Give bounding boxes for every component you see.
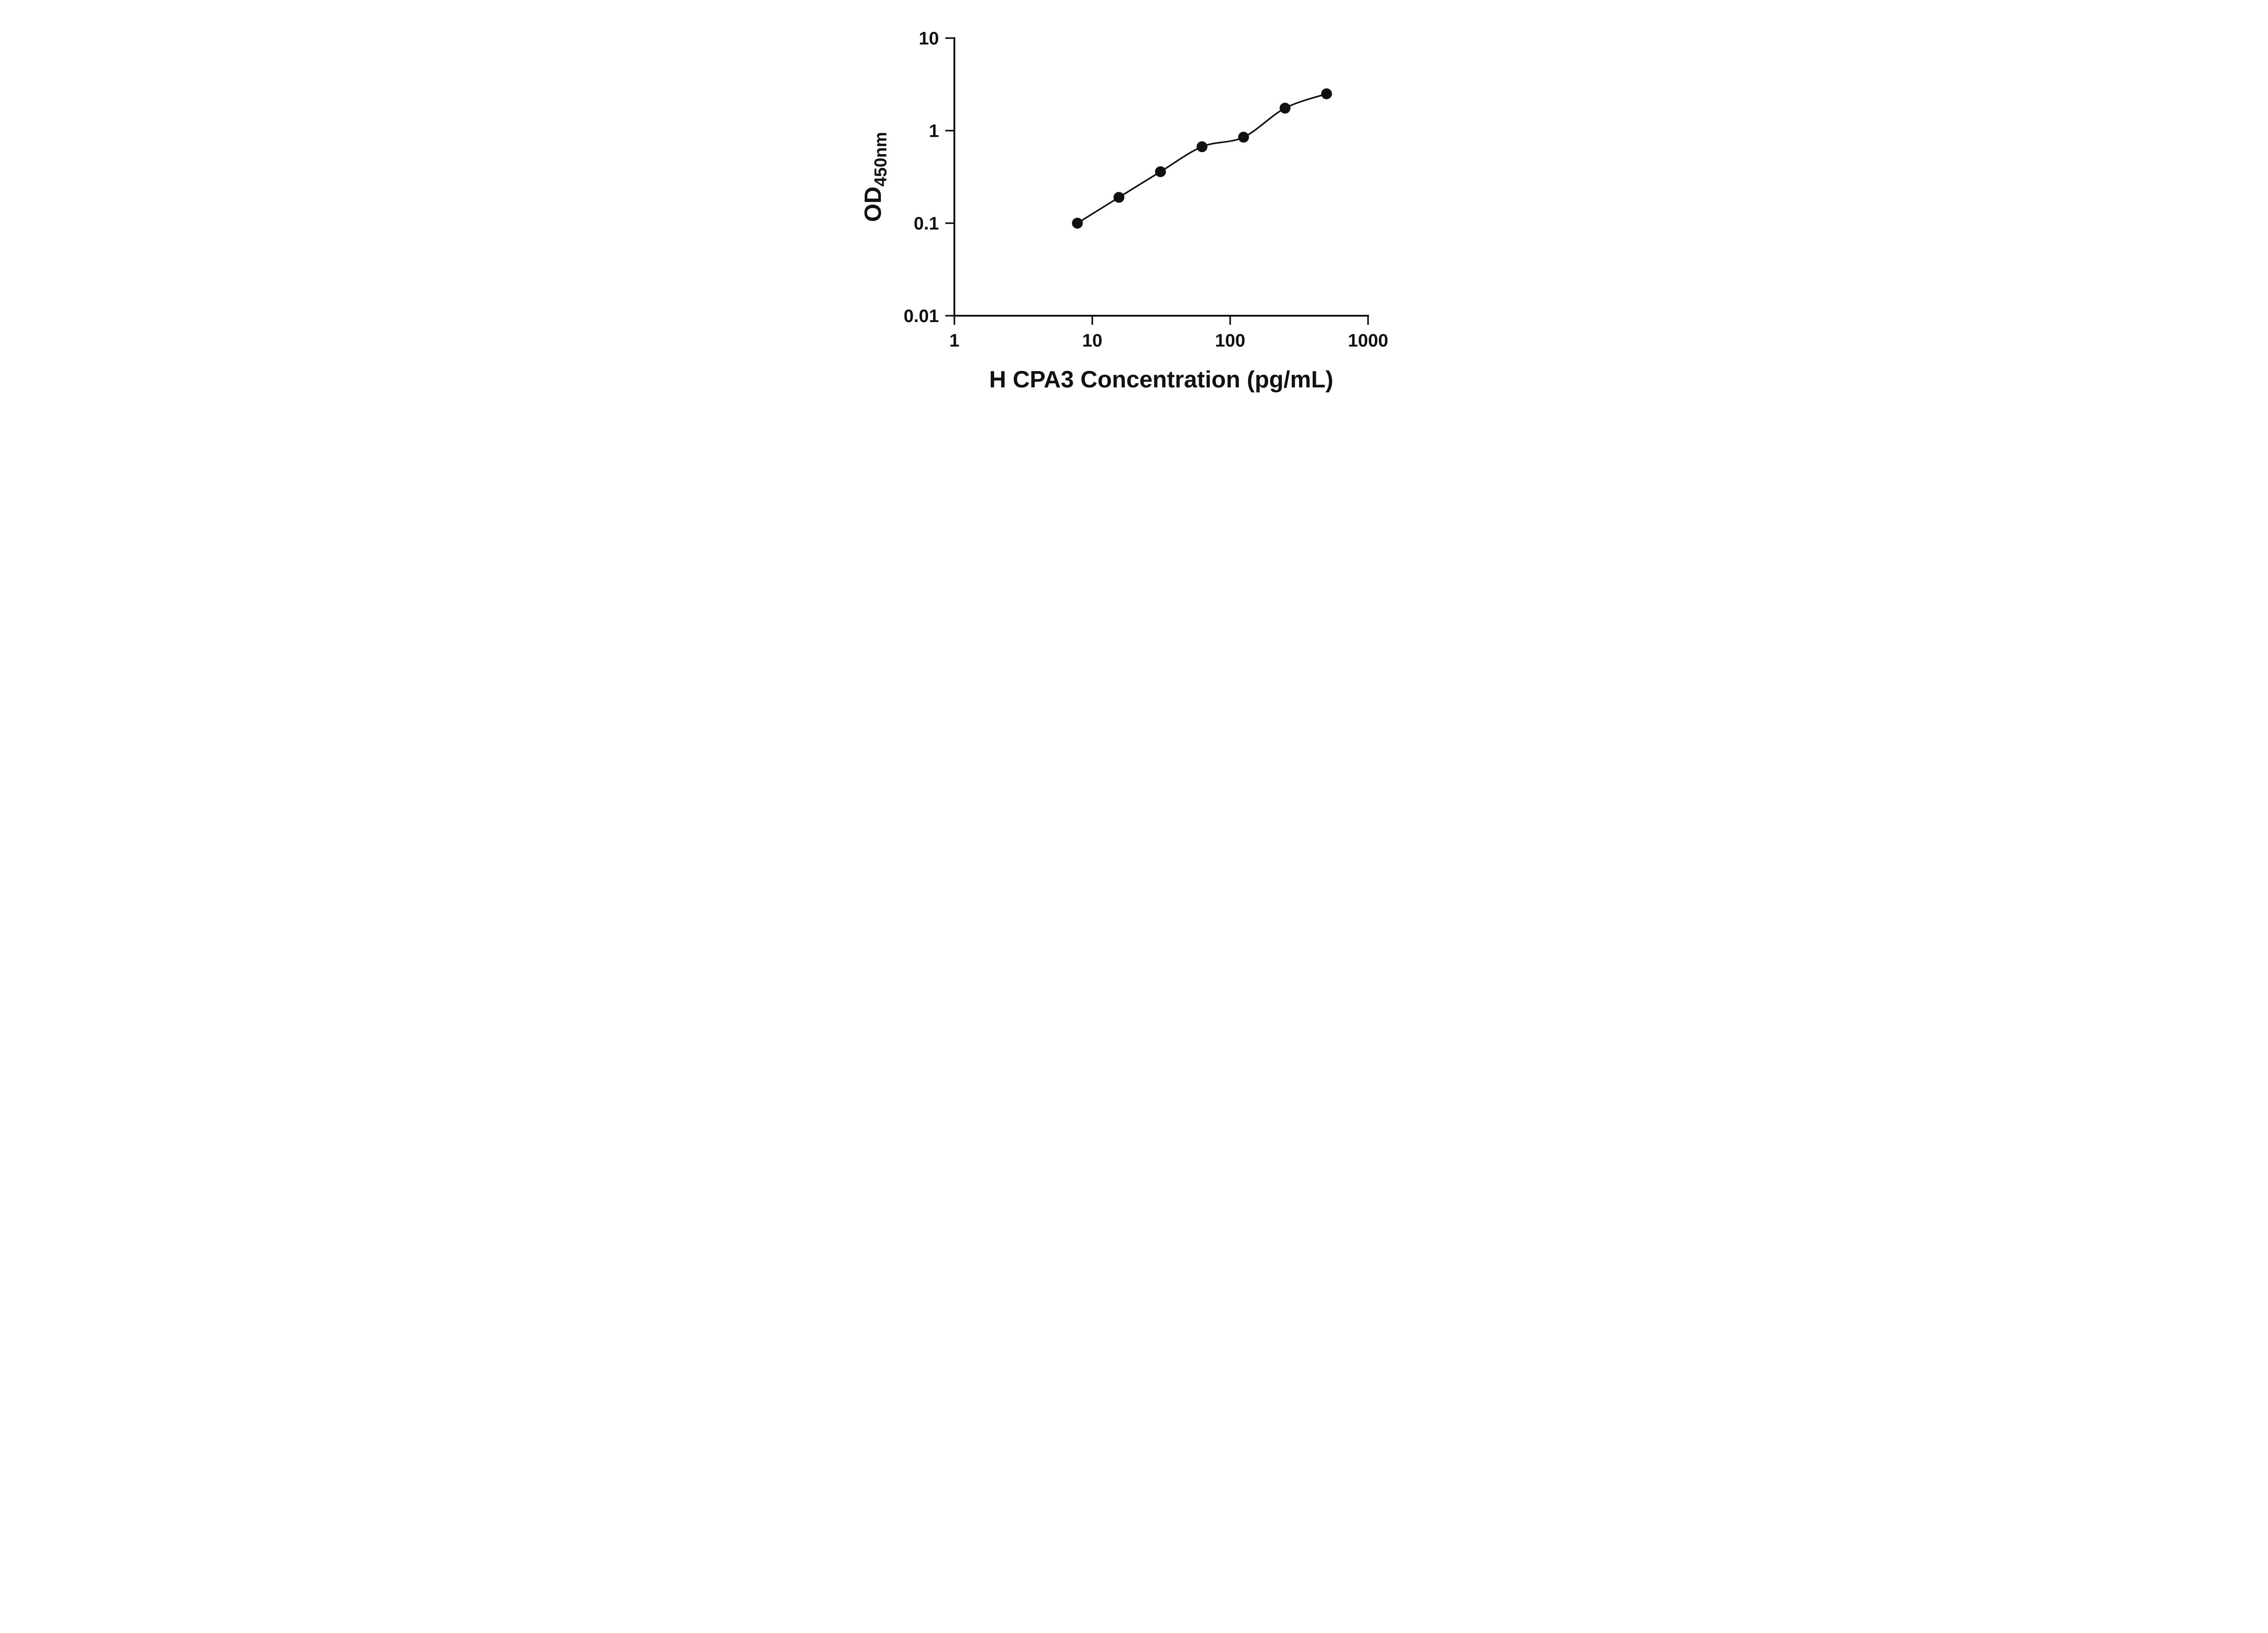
- y-tick-label: 1: [929, 121, 938, 141]
- x-tick-label: 100: [1215, 331, 1245, 351]
- data-point: [1321, 88, 1332, 99]
- data-point: [1196, 141, 1207, 152]
- fit-curve: [1076, 93, 1327, 224]
- x-tick-label: 1000: [1348, 331, 1388, 351]
- x-tick-label: 10: [1082, 331, 1102, 351]
- chart-svg: 1 10 100 1000 0.01 0.1 1 10 H CPA3 Concentration…: [860, 29, 1388, 393]
- x-tick-label: 1: [949, 331, 959, 351]
- y-tick-label: 0.1: [914, 214, 939, 234]
- elisa-standard-curve-figure: 1 10 100 1000 0.01 0.1 1 10 H CPA3 Concentration…: [842, 0, 1426, 408]
- y-tick-label: 0.01: [904, 306, 939, 326]
- y-axis-title-subscript: 450nm: [871, 132, 890, 186]
- data-point: [1071, 218, 1083, 229]
- data-point: [1238, 132, 1249, 143]
- y-tick-label: 10: [919, 29, 939, 49]
- data-point: [1154, 166, 1166, 177]
- data-point: [1279, 103, 1290, 114]
- x-axis-title: H CPA3 Concentration (pg/mL): [989, 367, 1333, 393]
- data-point: [1113, 192, 1124, 203]
- y-axis-title: OD450nm: [860, 132, 890, 222]
